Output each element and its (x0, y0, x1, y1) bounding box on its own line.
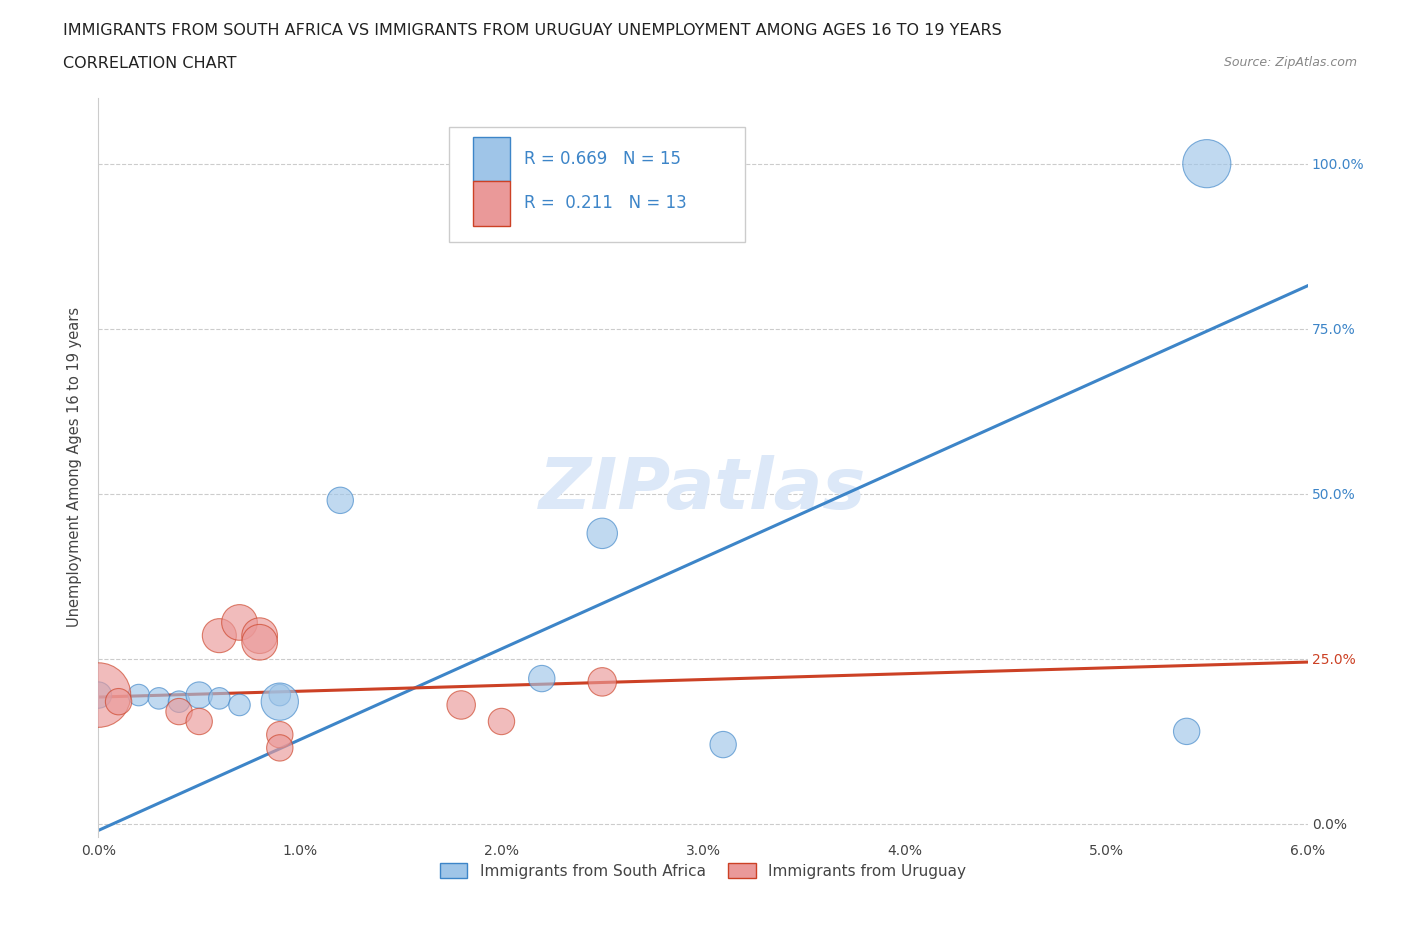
Point (269, 727, 291, 742)
FancyBboxPatch shape (449, 127, 745, 242)
Point (1175, 724, 1198, 738)
Text: CORRELATION CHART: CORRELATION CHART (63, 56, 236, 71)
FancyBboxPatch shape (474, 181, 509, 226)
Point (148, 691, 170, 706)
Point (208, 691, 231, 706)
Point (228, 615, 250, 630)
Point (530, 671, 553, 686)
Point (711, 737, 734, 752)
Text: Source: ZipAtlas.com: Source: ZipAtlas.com (1223, 56, 1357, 69)
Point (269, 740, 291, 755)
Point (208, 629, 231, 644)
Point (228, 698, 250, 712)
Point (188, 714, 211, 729)
Text: R = 0.669   N = 15: R = 0.669 N = 15 (524, 150, 681, 168)
Point (87, 687, 110, 702)
Point (188, 687, 211, 702)
Text: ZIPatlas: ZIPatlas (540, 455, 866, 524)
Point (591, 674, 613, 689)
Legend: Immigrants from South Africa, Immigrants from Uruguay: Immigrants from South Africa, Immigrants… (433, 857, 973, 884)
Point (107, 694, 129, 709)
Text: R =  0.211   N = 13: R = 0.211 N = 13 (524, 194, 686, 212)
Point (167, 704, 190, 719)
Point (167, 694, 190, 709)
Point (249, 635, 271, 650)
Point (491, 714, 513, 729)
Point (269, 687, 291, 702)
Point (591, 525, 613, 540)
Y-axis label: Unemployment Among Ages 16 to 19 years: Unemployment Among Ages 16 to 19 years (67, 307, 83, 628)
Point (450, 698, 472, 712)
Point (249, 629, 271, 644)
Point (128, 687, 150, 702)
Point (269, 694, 291, 709)
Text: IMMIGRANTS FROM SOUTH AFRICA VS IMMIGRANTS FROM URUGUAY UNEMPLOYMENT AMONG AGES : IMMIGRANTS FROM SOUTH AFRICA VS IMMIGRAN… (63, 23, 1002, 38)
Point (329, 493, 352, 508)
Point (87, 687, 110, 702)
Point (1195, 156, 1218, 171)
FancyBboxPatch shape (474, 137, 509, 181)
